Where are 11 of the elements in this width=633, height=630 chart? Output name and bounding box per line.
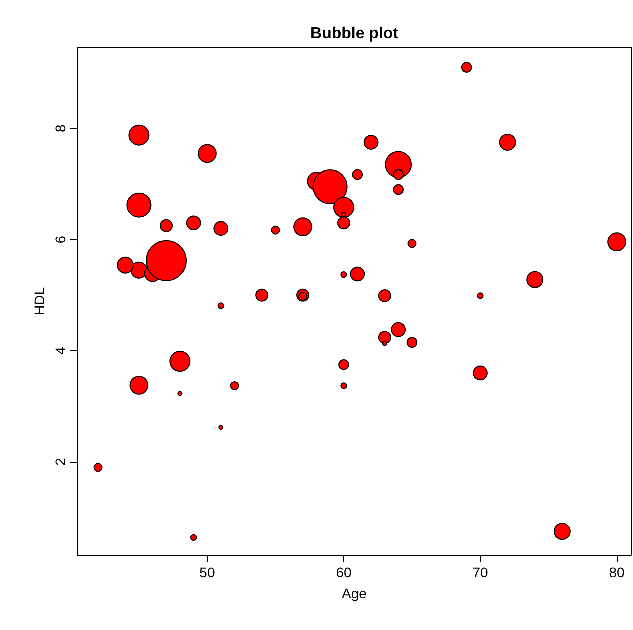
y-axis-title: HDL [32, 287, 48, 316]
x-tick-label: 70 [472, 564, 489, 580]
x-tick-label: 60 [336, 564, 352, 580]
y-tick-label: 6 [52, 236, 68, 244]
chart-title: Bubble plot [310, 26, 400, 42]
y-tick-label: 4 [52, 346, 68, 355]
x-axis-title: Age [342, 586, 368, 602]
y-tick-label: 2 [52, 458, 68, 466]
y-tick-label: 8 [52, 124, 68, 133]
x-tick-label: 80 [609, 564, 626, 580]
x-tick-label: 50 [200, 564, 216, 580]
